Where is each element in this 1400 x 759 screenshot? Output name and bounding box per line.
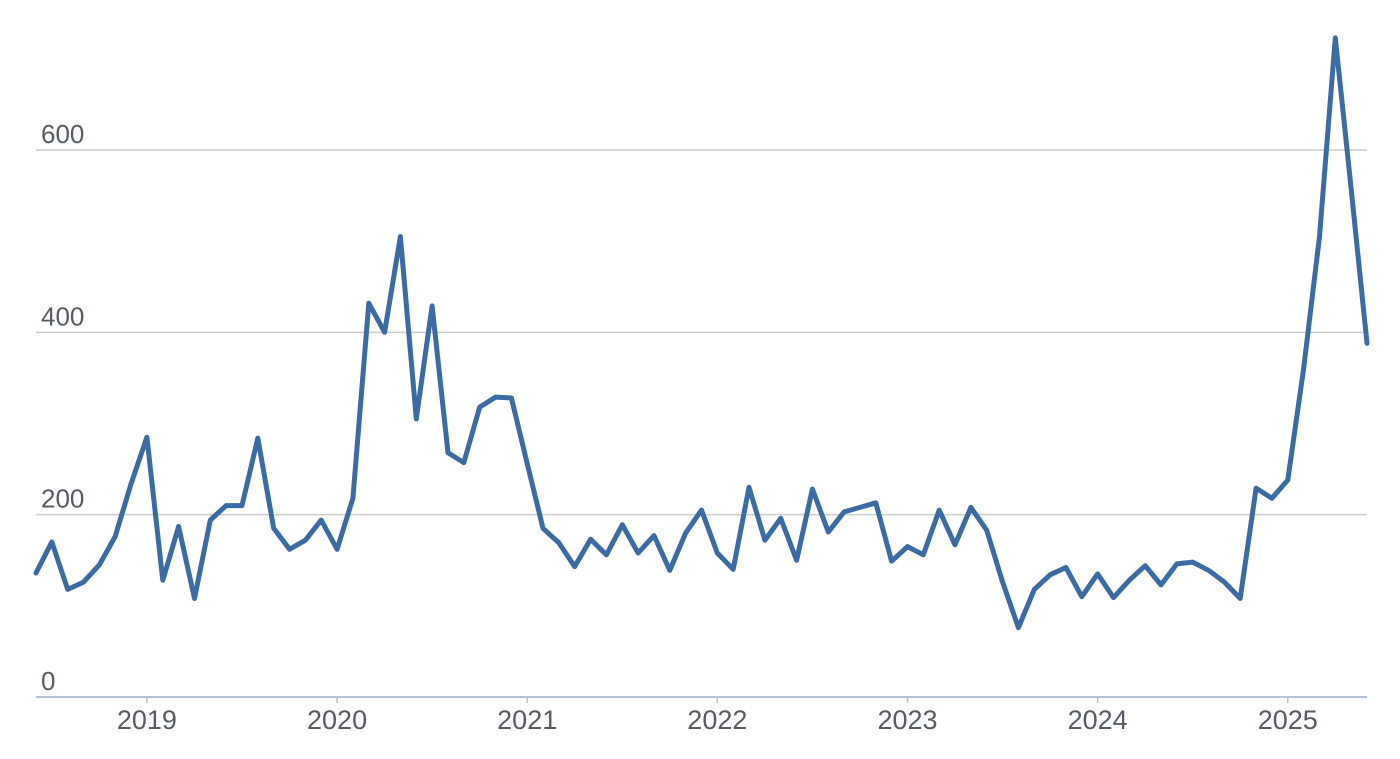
y-axis-labels: 0 200 400 600 (41, 119, 84, 696)
x-axis-label: 2019 (117, 705, 177, 735)
y-axis-label: 200 (41, 484, 84, 514)
gridlines (36, 149, 1367, 698)
y-axis-label: 400 (41, 301, 84, 331)
x-axis: 2019 2020 2021 2022 2023 2024 2025 (117, 697, 1318, 735)
x-axis-label: 2024 (1068, 705, 1128, 735)
x-axis-label: 2022 (687, 705, 747, 735)
series-line (33, 35, 1370, 631)
x-axis-label: 2025 (1258, 705, 1318, 735)
x-axis-label: 2023 (877, 705, 937, 735)
y-axis-label: 0 (41, 666, 55, 696)
y-axis-label: 600 (41, 119, 84, 149)
x-axis-label: 2020 (307, 705, 367, 735)
x-axis-label: 2021 (497, 705, 557, 735)
series (33, 35, 1370, 631)
